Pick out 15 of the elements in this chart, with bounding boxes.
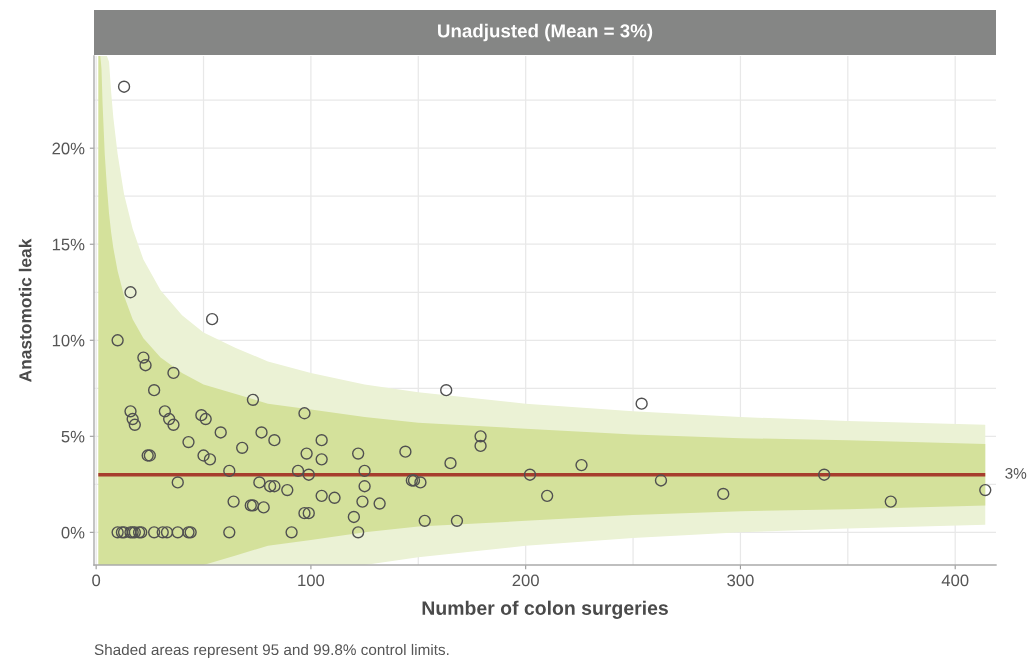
- series-label: 3%: [1005, 468, 1027, 479]
- y-tick-label: 0%: [61, 526, 85, 539]
- x-tick-label: 200: [512, 574, 539, 587]
- y-tick-label: 10%: [52, 334, 85, 347]
- x-axis-title: Number of colon surgeries: [422, 600, 668, 619]
- x-tick-label: 0: [92, 574, 101, 587]
- x-tick-label: 100: [298, 574, 325, 587]
- y-tick-label: 15%: [52, 238, 85, 251]
- x-tick-label: 400: [941, 574, 969, 587]
- x-tick-label: 300: [727, 574, 754, 587]
- y-axis-title: Anastomotic leak: [18, 238, 32, 382]
- y-tick-label: 20%: [52, 142, 85, 155]
- y-tick-label: 5%: [61, 430, 85, 443]
- text: Shaded areas represent 95 and 99.8% control limits.: [94, 643, 449, 659]
- chart-title: Unadjusted (Mean = 3%): [438, 23, 653, 42]
